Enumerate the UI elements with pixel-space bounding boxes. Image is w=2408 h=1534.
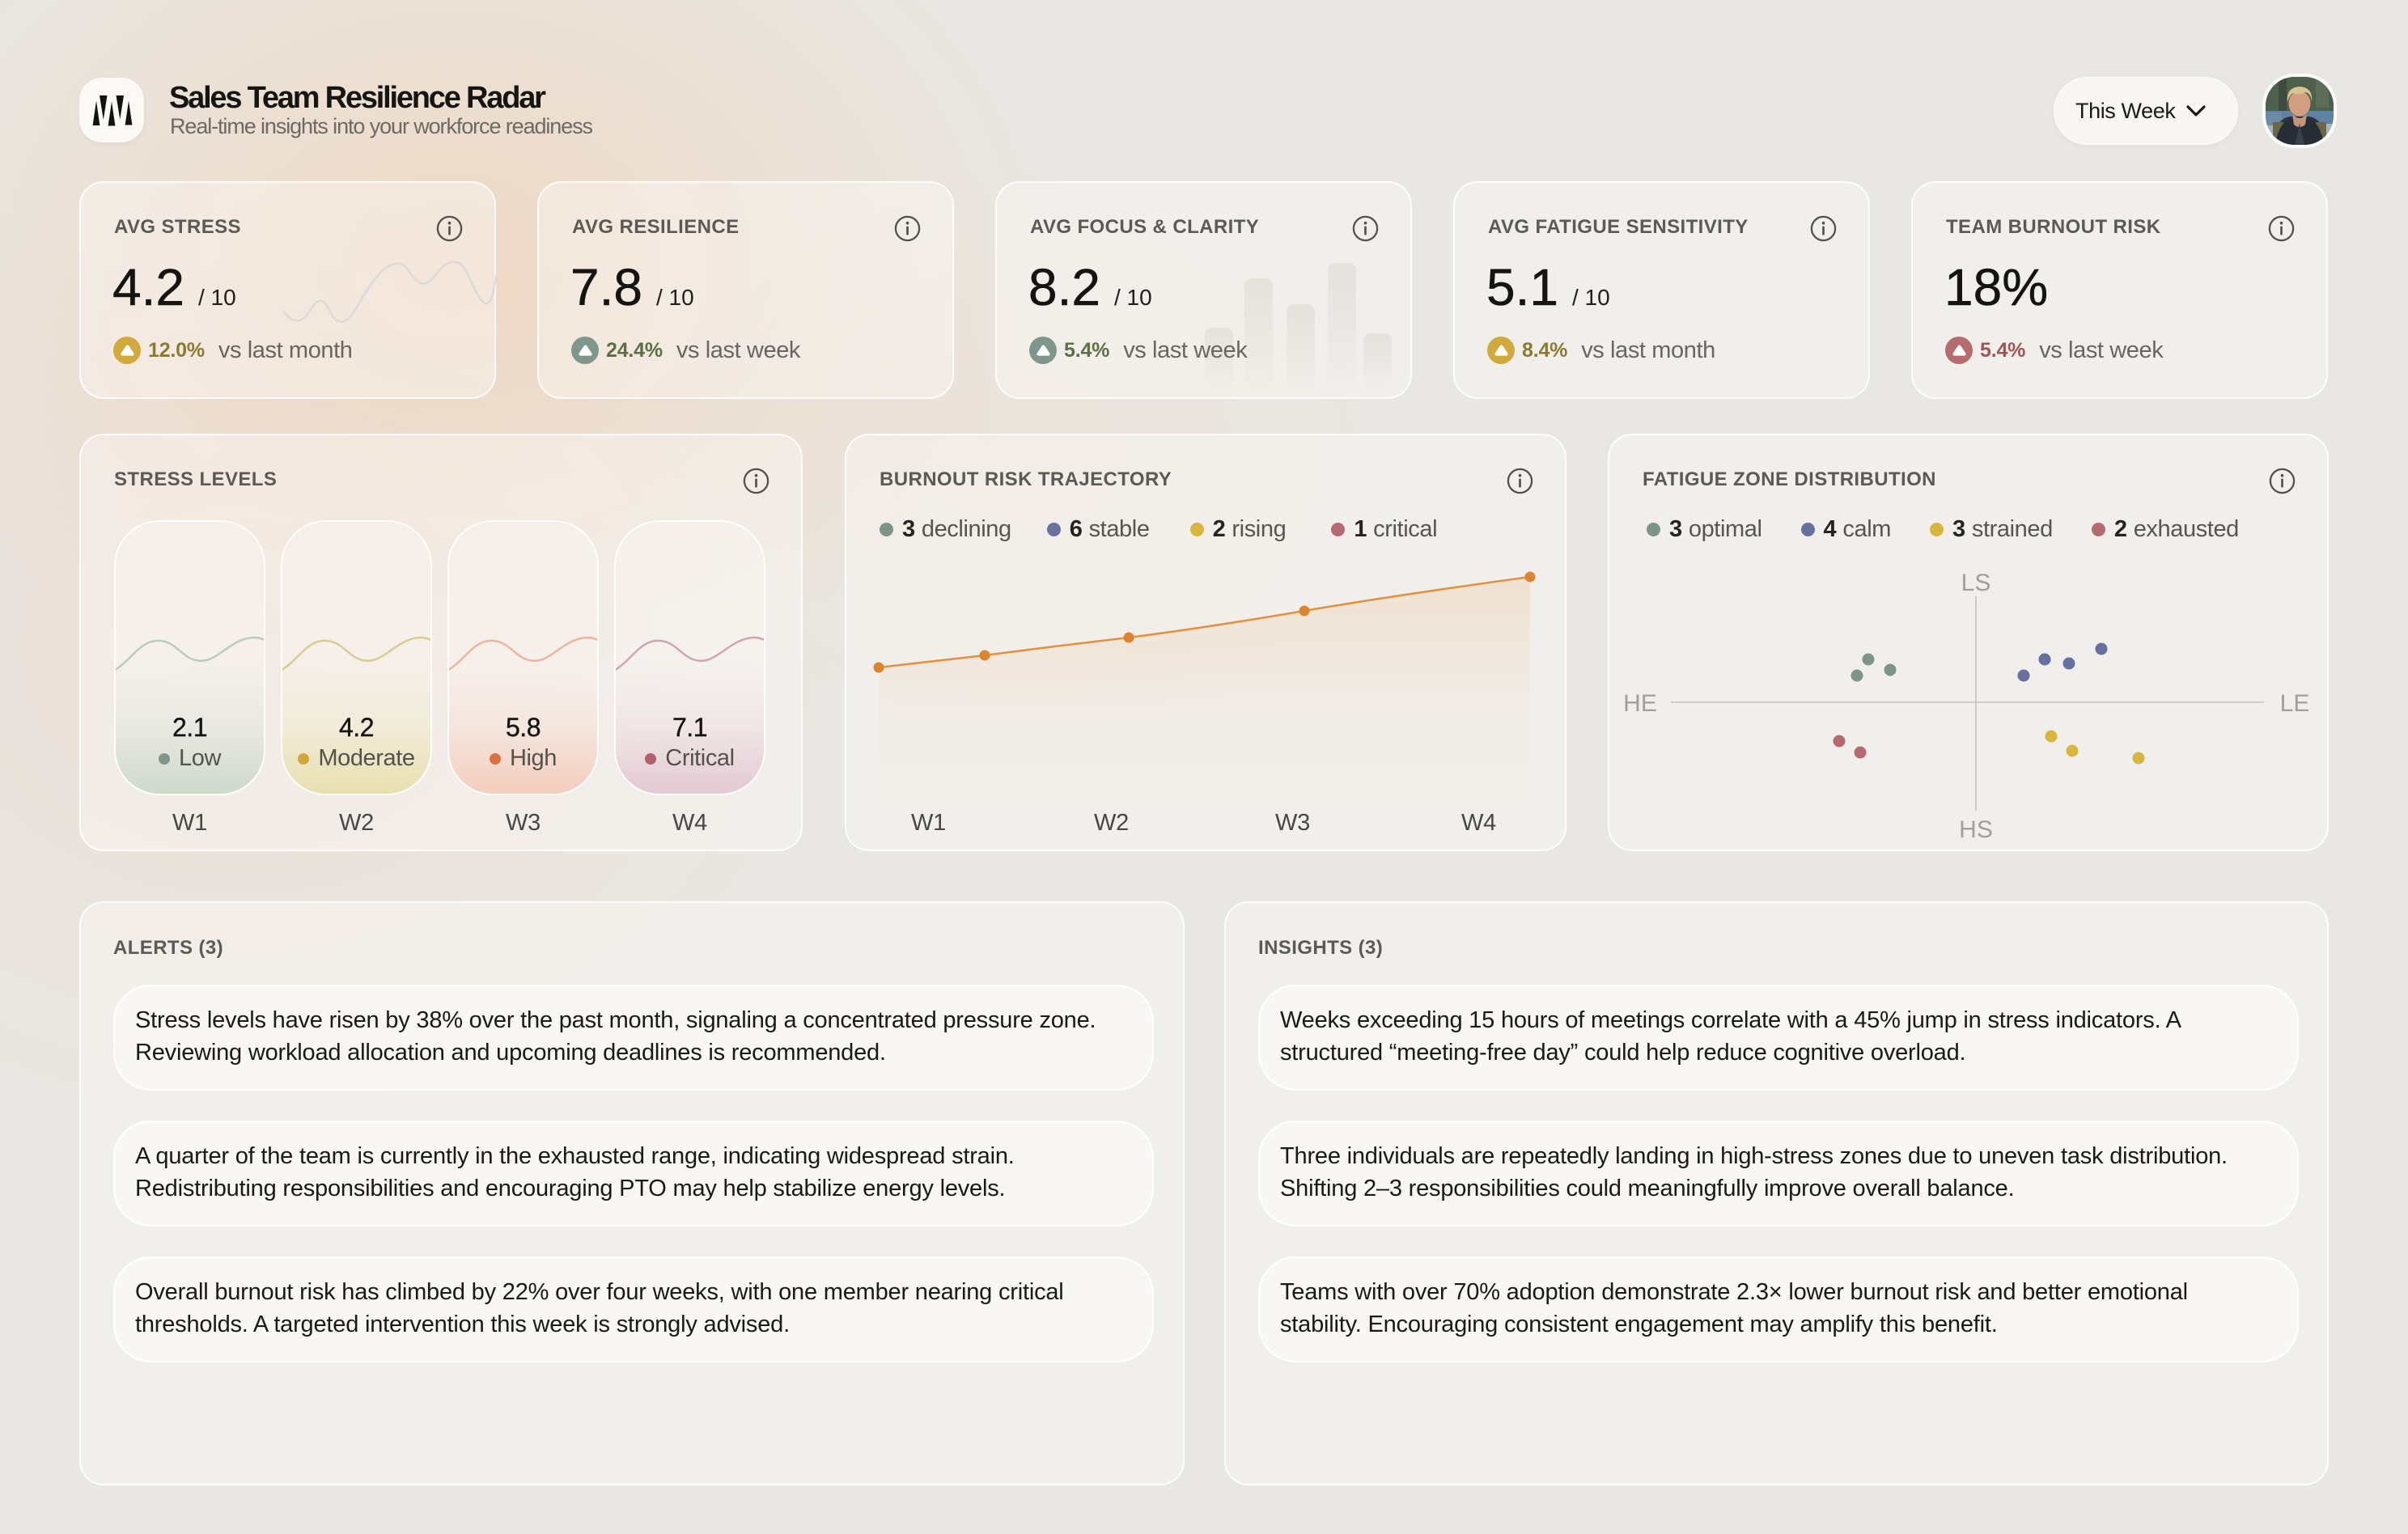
svg-text:LE: LE [2280, 690, 2310, 717]
svg-text:LS: LS [1961, 570, 1991, 596]
svg-text:HE: HE [1623, 690, 1657, 717]
svg-text:HS: HS [1959, 816, 1993, 843]
